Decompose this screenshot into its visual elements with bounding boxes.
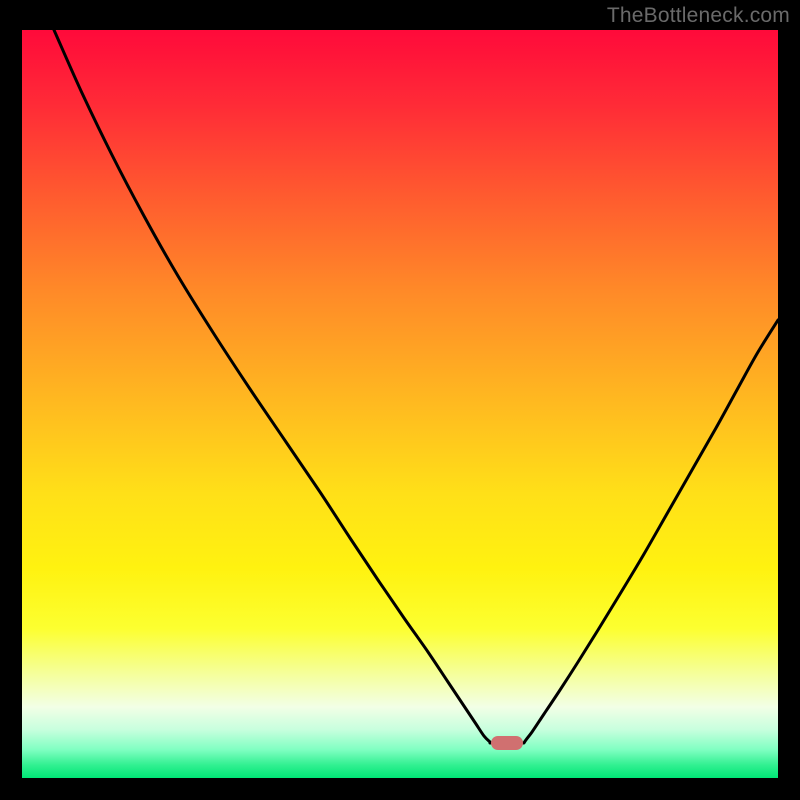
chart-frame: TheBottleneck.com bbox=[0, 0, 800, 800]
min-marker bbox=[491, 736, 523, 750]
chart-svg bbox=[22, 30, 778, 778]
gradient-background bbox=[22, 30, 778, 778]
bottleneck-chart bbox=[22, 30, 778, 778]
watermark-text: TheBottleneck.com bbox=[607, 4, 790, 28]
